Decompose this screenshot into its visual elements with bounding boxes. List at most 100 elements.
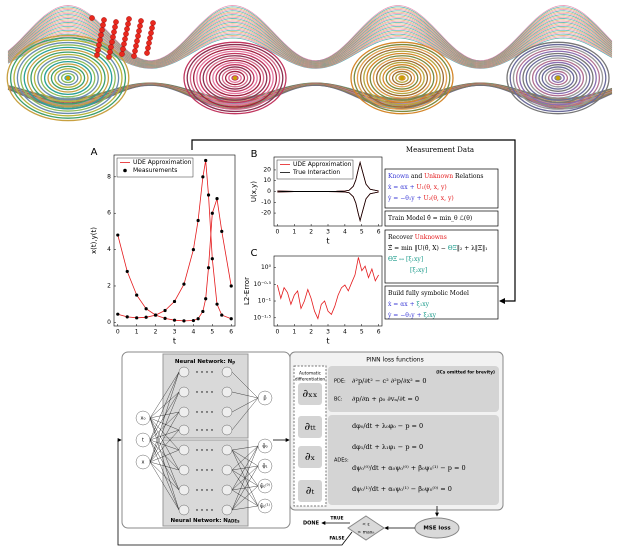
done-label: DONE — [303, 521, 320, 527]
workflow-line: [ξ₂xy] — [410, 267, 427, 274]
ellipsis-dot — [196, 411, 197, 412]
text-segment: ẋ = αx + — [388, 301, 417, 308]
data-point — [211, 212, 214, 215]
network-sub: p — [232, 360, 235, 365]
x-tick-label: 4 — [343, 229, 347, 236]
sample-point — [113, 19, 118, 24]
flow-label: Measurement Data — [406, 146, 474, 154]
x-tick-label: 6 — [377, 329, 381, 336]
x-axis-label: t — [326, 337, 329, 346]
data-point — [201, 175, 204, 178]
neuron — [222, 485, 232, 495]
sample-point — [134, 38, 139, 43]
x-tick-label: 0 — [275, 329, 279, 336]
ellipsis-dot — [196, 509, 197, 510]
x-tick-label: 5 — [210, 329, 214, 336]
data-point — [163, 317, 166, 320]
data-point — [116, 313, 119, 316]
neuron — [222, 387, 232, 397]
sample-point — [145, 45, 150, 50]
sample-point — [146, 40, 151, 45]
data-point — [211, 257, 214, 260]
ellipsis-dot — [206, 411, 207, 412]
text-segment: Unknowns — [415, 234, 447, 241]
sample-point — [135, 33, 140, 38]
neuron — [179, 367, 189, 377]
ellipsis-dot — [206, 429, 207, 430]
operator: ∂ₓ — [305, 450, 316, 463]
y-axis-label: U(x,y) — [250, 181, 258, 202]
workflow-line: Known and Unknown Relations — [388, 173, 483, 180]
y-tick-label: 6 — [107, 210, 111, 217]
network-sub: ADEs — [228, 519, 240, 524]
text-segment: ẏ = −θ₁y + — [387, 195, 424, 202]
x-tick-label: 6 — [229, 329, 233, 336]
data-point — [145, 307, 148, 310]
text-segment: Ξ̂ = min ‖U(θ̂, X) − — [388, 245, 448, 252]
sample-point — [126, 16, 131, 21]
workflow-boxes: Known and Unknown Relations ẋ = αx + U₁(θ… — [385, 169, 498, 319]
data-point — [173, 319, 176, 322]
y-axis-label: x(t),y(t) — [90, 227, 98, 254]
text-segment: Unknown — [424, 173, 453, 180]
data-point — [135, 316, 138, 319]
data-point — [204, 159, 207, 162]
sample-point — [97, 37, 102, 42]
x-tick-label: 0 — [275, 229, 279, 236]
decision — [348, 516, 384, 540]
sample-point — [123, 31, 128, 36]
note: (ICs omitted for brevity) — [436, 370, 495, 376]
data-point — [204, 297, 207, 300]
data-point — [215, 303, 218, 306]
ellipsis-dot — [206, 371, 207, 372]
x-tick-label: 3 — [326, 229, 330, 236]
ellipsis-dot — [211, 509, 212, 510]
sample-point — [120, 46, 125, 51]
text-segment: ξ₁xy — [417, 301, 430, 308]
workflow-line: ΘΞ ↔ [ξ₁xy] — [388, 256, 423, 263]
sample-point — [109, 39, 114, 44]
ellipsis-dot — [201, 411, 202, 412]
criterion: < ε — [362, 522, 370, 528]
ellipsis-dot — [211, 371, 212, 372]
workflow-line: Train Model θ̂ = min_θ ℒ(θ) — [388, 215, 472, 222]
sample-point — [108, 44, 113, 49]
ellipsis-dot — [196, 489, 197, 490]
false-label: FALSE — [329, 536, 344, 542]
ellipsis-dot — [206, 391, 207, 392]
workflow-line: Recover Unknowns — [388, 234, 447, 241]
input-label: x — [142, 460, 145, 466]
neuron — [179, 425, 189, 435]
data-point — [220, 230, 223, 233]
data-point — [182, 319, 185, 322]
input-label: t — [142, 438, 144, 444]
sample-point — [148, 30, 153, 35]
data-point — [192, 319, 195, 322]
text-segment: U₁(θ, x, y) — [417, 184, 447, 191]
sample-point — [111, 29, 116, 34]
text-segment: Recover — [388, 234, 415, 241]
y-tick-label: 10⁻¹ — [258, 298, 272, 305]
text-segment: and — [409, 173, 424, 180]
y-axis-label: L2-Error — [243, 277, 251, 305]
sample-point — [95, 47, 100, 52]
data-point — [197, 317, 200, 320]
orbit-illustration — [7, 6, 612, 121]
orbit-center — [66, 76, 70, 80]
loss-label: MSE loss — [423, 526, 451, 532]
ellipsis-dot — [211, 411, 212, 412]
workflow-line: ẋ = αx + U₁(θ, x, y) — [388, 184, 447, 191]
legend-label: UDE Approximation — [133, 159, 192, 166]
neuron — [179, 387, 189, 397]
x-tick-label: 2 — [154, 329, 158, 336]
x-tick-label: 3 — [326, 329, 330, 336]
ellipsis-dot — [206, 449, 207, 450]
output-label: ψ̂₀⁽¹⁾ — [260, 504, 270, 510]
data-point — [116, 233, 119, 236]
sample-point — [96, 42, 101, 47]
ellipsis-dot — [211, 429, 212, 430]
y-tick-label: 4 — [107, 246, 111, 253]
data-point — [230, 317, 233, 320]
input-label: x₀ — [141, 416, 146, 422]
sample-point — [107, 49, 112, 54]
